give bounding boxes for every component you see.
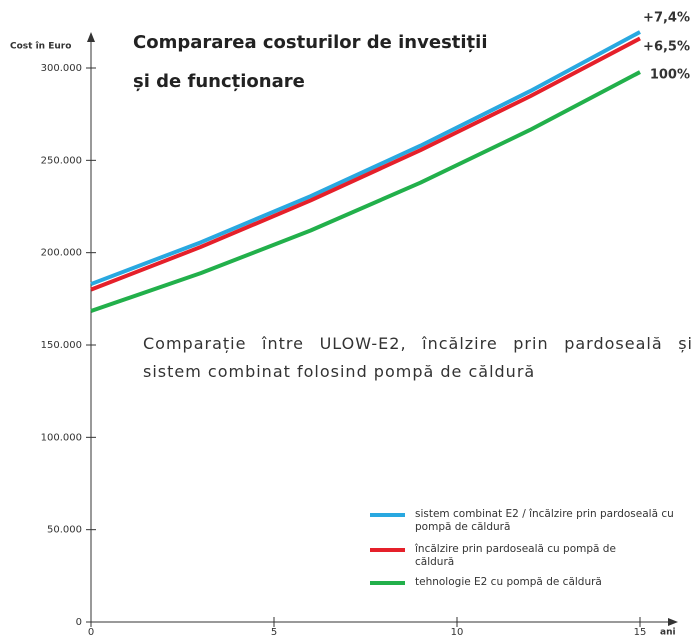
y-tick-label: 0	[76, 617, 82, 628]
legend-label: încălzire prin pardoseală cu pompă de că…	[415, 543, 616, 568]
series-line	[90, 30, 641, 286]
end-label: 100%	[650, 68, 690, 83]
y-tick-label: 150.000	[41, 340, 82, 351]
series-line	[90, 36, 641, 292]
x-tick-label: 5	[271, 627, 277, 638]
y-tick-label: 250.000	[41, 155, 82, 166]
x-axis-label: ani	[660, 628, 676, 638]
x-arrow	[668, 618, 678, 626]
end-label: +6,5%	[643, 40, 690, 55]
y-tick-label: 50.000	[47, 525, 82, 536]
legend-label: tehnologie E2 cu pompă de căldură	[415, 576, 602, 588]
y-tick-label: 300.000	[41, 63, 82, 74]
y-axis-label: Cost în Euro	[10, 42, 71, 52]
chart-title: și de funcționare	[133, 71, 305, 92]
chart-title: Compararea costurilor de investiții	[133, 32, 488, 53]
y-tick-label: 100.000	[41, 432, 82, 443]
x-tick-label: 15	[634, 627, 647, 638]
y-tick-label: 200.000	[41, 248, 82, 259]
x-tick-label: 0	[88, 627, 94, 638]
series-line	[90, 70, 641, 313]
subtitle: Comparație între ULOW-E2, încălzire prin…	[143, 334, 693, 381]
legend-label: sistem combinat E2 / încălzire prin pard…	[415, 508, 674, 533]
y-arrow	[87, 32, 95, 42]
x-tick-label: 10	[451, 627, 464, 638]
end-label: +7,4%	[643, 11, 690, 26]
